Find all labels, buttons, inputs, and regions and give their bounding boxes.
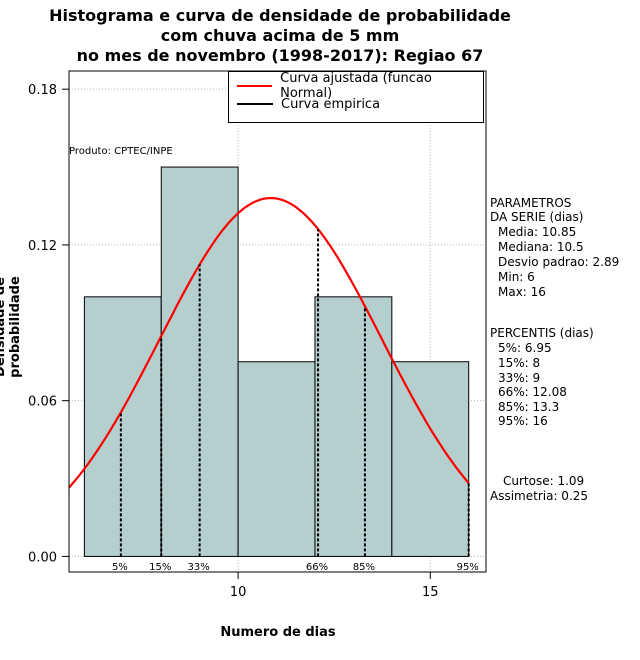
y-tick-label: 0.06 (28, 395, 57, 410)
percentis-header: PERCENTIS (dias) (490, 326, 594, 340)
y-tick-label: 0.00 (28, 550, 57, 565)
chart-title-line-1: Histograma e curva de densidade de proba… (49, 6, 511, 25)
assimetria: Assimetria: 0.25 (490, 489, 589, 503)
percentile-label: 85% (353, 562, 375, 573)
black-line-icon (237, 103, 273, 105)
x-tick-label: 10 (230, 585, 247, 600)
param-media: Media: 10.85 (498, 225, 577, 239)
param-min: Min: 6 (498, 270, 535, 284)
percentile-label: 5% (112, 562, 128, 573)
histogram-bar (314, 296, 393, 557)
percentil-33: 33%: 9 (498, 371, 541, 385)
chart-title-line-2: com chuva acima de 5 mm (160, 26, 400, 45)
parametros-header-1: PARAMETROS (490, 196, 572, 210)
percentile-label: 15% (149, 562, 171, 573)
percentile-label: 95% (457, 562, 479, 573)
normal-fit-curve (68, 197, 470, 489)
legend-item-empirical: Curva empirica (237, 95, 380, 113)
x-axis-label: Numero de dias (220, 625, 336, 640)
legend: Curva ajustada (funcao Normal) Curva emp… (228, 71, 484, 123)
percentile-label: 66% (306, 562, 328, 573)
percentile-label: 33% (188, 562, 210, 573)
y-axis-label: Densidade de probabilidade (0, 276, 23, 378)
y-tick-label: 0.18 (28, 83, 57, 98)
y-tick-label: 0.12 (28, 239, 57, 254)
histogram-bar (237, 361, 316, 557)
percentil-5: 5%: 6.95 (498, 341, 552, 355)
chart-title-line-3: no mes de novembro (1998-2017): Regiao 6… (76, 46, 484, 65)
legend-label-fitted: Curva ajustada (funcao Normal) (280, 71, 432, 101)
legend-label-empirical: Curva empirica (281, 96, 381, 112)
curtose: Curtose: 1.09 (503, 474, 585, 488)
percentil-66: 66%: 12.08 (498, 385, 567, 399)
legend-item-fitted: Curva ajustada (funcao Normal) (237, 71, 483, 101)
percentil-95: 95%: 16 (498, 414, 548, 428)
param-mediana: Mediana: 10.5 (498, 240, 584, 254)
produto-credit: Produto: CPTEC/INPE (69, 146, 173, 157)
param-desvio: Desvio padrao: 2.89 (498, 255, 620, 269)
x-tick-label: 15 (422, 585, 439, 600)
percentil-15: 15%: 8 (498, 356, 541, 370)
histogram-bar (391, 361, 470, 557)
histogram-bar (160, 166, 239, 557)
histogram-bar (83, 296, 162, 557)
parametros-header-2: DA SERIE (dias) (490, 210, 584, 224)
param-max: Max: 16 (498, 285, 546, 299)
red-line-icon (237, 85, 273, 87)
percentil-85: 85%: 13.3 (498, 400, 560, 414)
